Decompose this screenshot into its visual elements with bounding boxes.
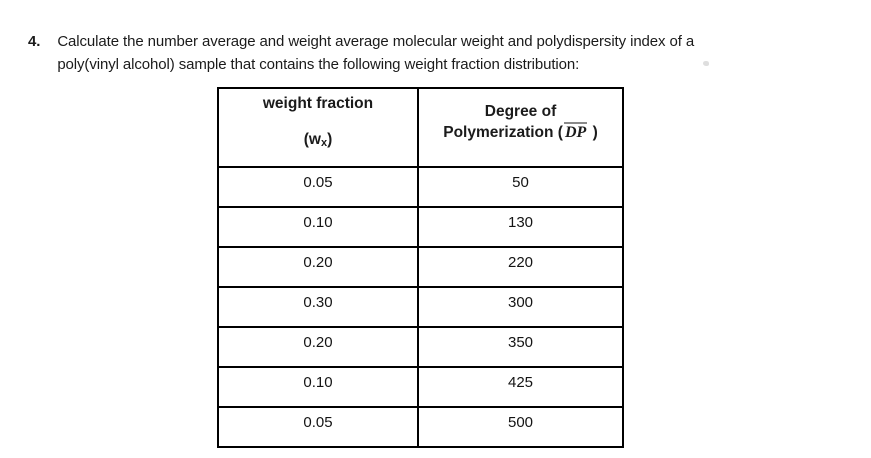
table-header: weight fraction (wx) Degree of Polymeriz… [217, 87, 624, 168]
dp-value: 50 [417, 166, 624, 208]
table-row: 0.05 500 [217, 406, 624, 448]
header-cell-degree-of-polymerization: Degree of Polymerization (DP ) [417, 87, 624, 168]
dp-header-line2: Polymerization (DP ) [443, 122, 598, 141]
problem-statement: 4. Calculate the number average and weig… [28, 30, 694, 76]
weight-fraction-label: weight fraction [262, 95, 374, 112]
dp-value: 220 [417, 246, 624, 288]
header-cell-weight-fraction: weight fraction (wx) [217, 87, 419, 168]
weight-fraction-table: weight fraction (wx) Degree of Polymeriz… [217, 87, 624, 448]
wx-value: 0.05 [217, 406, 419, 448]
dp-header-line1: Degree of [484, 103, 557, 120]
dp-value: 425 [417, 366, 624, 408]
table-row: 0.30 300 [217, 286, 624, 328]
wx-value: 0.20 [217, 326, 419, 368]
table-row: 0.20 220 [217, 246, 624, 288]
wx-subscript: x [320, 137, 328, 149]
wx-value: 0.10 [217, 366, 419, 408]
table-row: 0.05 50 [217, 166, 624, 208]
wx-value: 0.10 [217, 206, 419, 248]
problem-text: Calculate the number average and weight … [57, 30, 694, 76]
dp-value: 350 [417, 326, 624, 368]
dp-header-text: Degree of Polymerization (DP ) [419, 89, 622, 143]
dp-value: 500 [417, 406, 624, 448]
problem-number: 4. [28, 33, 41, 50]
wx-value: 0.05 [217, 166, 419, 208]
problem-text-line2: poly(vinyl alcohol) sample that contains… [57, 56, 580, 73]
wx-symbol: (wx) [303, 131, 333, 149]
dp-value: 300 [417, 286, 624, 328]
problem-text-line1: Calculate the number average and weight … [57, 33, 695, 50]
table-row: 0.10 425 [217, 366, 624, 408]
table-header-row: weight fraction (wx) Degree of Polymeriz… [217, 87, 624, 168]
wx-value: 0.20 [217, 246, 419, 288]
table-row: 0.10 130 [217, 206, 624, 248]
table-row: 0.20 350 [217, 326, 624, 368]
wx-value: 0.30 [217, 286, 419, 328]
dp-value: 130 [417, 206, 624, 248]
table-body: 0.05 50 0.10 130 0.20 220 0.30 300 0.20 … [217, 166, 624, 448]
dp-overline-symbol: DP [563, 122, 588, 141]
scan-artifact-mark [703, 61, 709, 66]
